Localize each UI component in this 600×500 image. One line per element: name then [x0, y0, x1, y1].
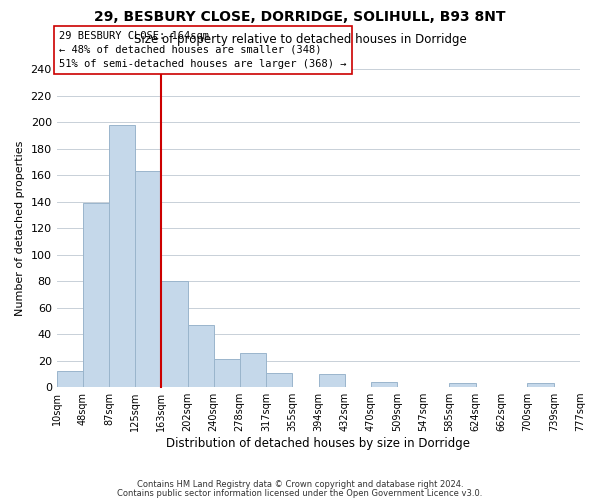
Bar	[56, 371, 83, 387]
Bar	[109, 124, 135, 387]
Bar	[266, 372, 292, 387]
Text: 29 BESBURY CLOSE: 164sqm
← 48% of detached houses are smaller (348)
51% of semi-: 29 BESBURY CLOSE: 164sqm ← 48% of detach…	[59, 31, 347, 69]
Bar	[161, 281, 188, 387]
X-axis label: Distribution of detached houses by size in Dorridge: Distribution of detached houses by size …	[166, 437, 470, 450]
Bar	[83, 203, 109, 387]
Bar	[135, 171, 161, 387]
Y-axis label: Number of detached properties: Number of detached properties	[15, 140, 25, 316]
Bar	[188, 325, 214, 387]
Text: Contains HM Land Registry data © Crown copyright and database right 2024.: Contains HM Land Registry data © Crown c…	[137, 480, 463, 489]
Bar	[527, 383, 554, 387]
Bar	[319, 374, 344, 387]
Text: Size of property relative to detached houses in Dorridge: Size of property relative to detached ho…	[134, 32, 466, 46]
Bar	[239, 352, 266, 387]
Text: 29, BESBURY CLOSE, DORRIDGE, SOLIHULL, B93 8NT: 29, BESBURY CLOSE, DORRIDGE, SOLIHULL, B…	[94, 10, 506, 24]
Text: Contains public sector information licensed under the Open Government Licence v3: Contains public sector information licen…	[118, 489, 482, 498]
Bar	[214, 360, 239, 387]
Bar	[371, 382, 397, 387]
Bar	[449, 383, 476, 387]
